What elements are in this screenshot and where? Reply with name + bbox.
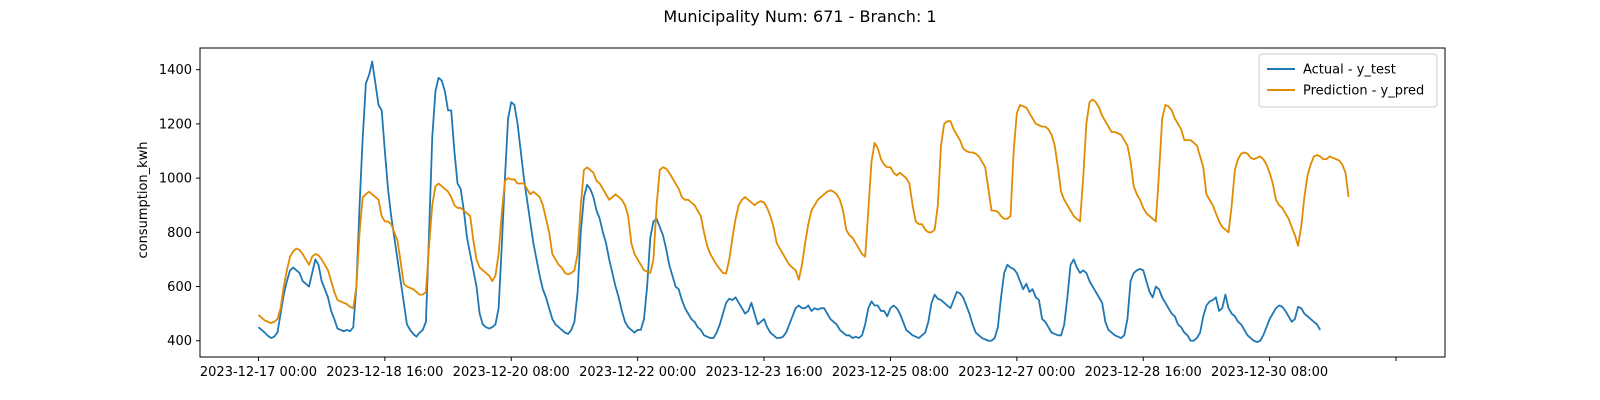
legend-label-0: Actual - y_test: [1303, 63, 1396, 78]
x-tick-label-3: 2023-12-22 00:00: [579, 365, 696, 380]
x-tick-label-5: 2023-12-25 08:00: [832, 365, 949, 380]
axes-layer: 400 600 800 1000 1200 1400 2023-12-17 00:00 202…: [159, 47, 1446, 380]
plot-layer: [257, 60, 1350, 343]
legend-label-1: Prediction - y_pred: [1303, 84, 1424, 99]
x-tick-label-2: 2023-12-20 08:00: [453, 365, 570, 380]
y-tick-label-1: 600: [167, 280, 192, 295]
plot-frame: [199, 47, 1446, 358]
y-tick-label-2: 800: [167, 226, 192, 241]
series-line-0: [257, 60, 1321, 343]
x-tick-label-6: 2023-12-27 00:00: [958, 365, 1075, 380]
y-tick-label-0: 400: [167, 334, 192, 349]
x-tick-label-4: 2023-12-23 16:00: [705, 365, 822, 380]
y-axis-label: consumption_kwh: [136, 141, 151, 258]
legend: Actual - y_test Prediction - y_pred: [1258, 53, 1438, 108]
x-tick-label-8: 2023-12-30 08:00: [1211, 365, 1328, 380]
x-tick-label-1: 2023-12-18 16:00: [326, 365, 443, 380]
x-tick-label-0: 2023-12-17 00:00: [200, 365, 317, 380]
y-tick-label-4: 1200: [159, 117, 192, 132]
legend-box: [1258, 53, 1438, 108]
series-line-1: [257, 98, 1350, 325]
y-tick-label-3: 1000: [159, 172, 192, 187]
y-tick-label-5: 1400: [159, 63, 192, 78]
chart-title: Municipality Num: 671 - Branch: 1: [663, 7, 936, 26]
x-tick-label-7: 2023-12-28 16:00: [1085, 365, 1202, 380]
